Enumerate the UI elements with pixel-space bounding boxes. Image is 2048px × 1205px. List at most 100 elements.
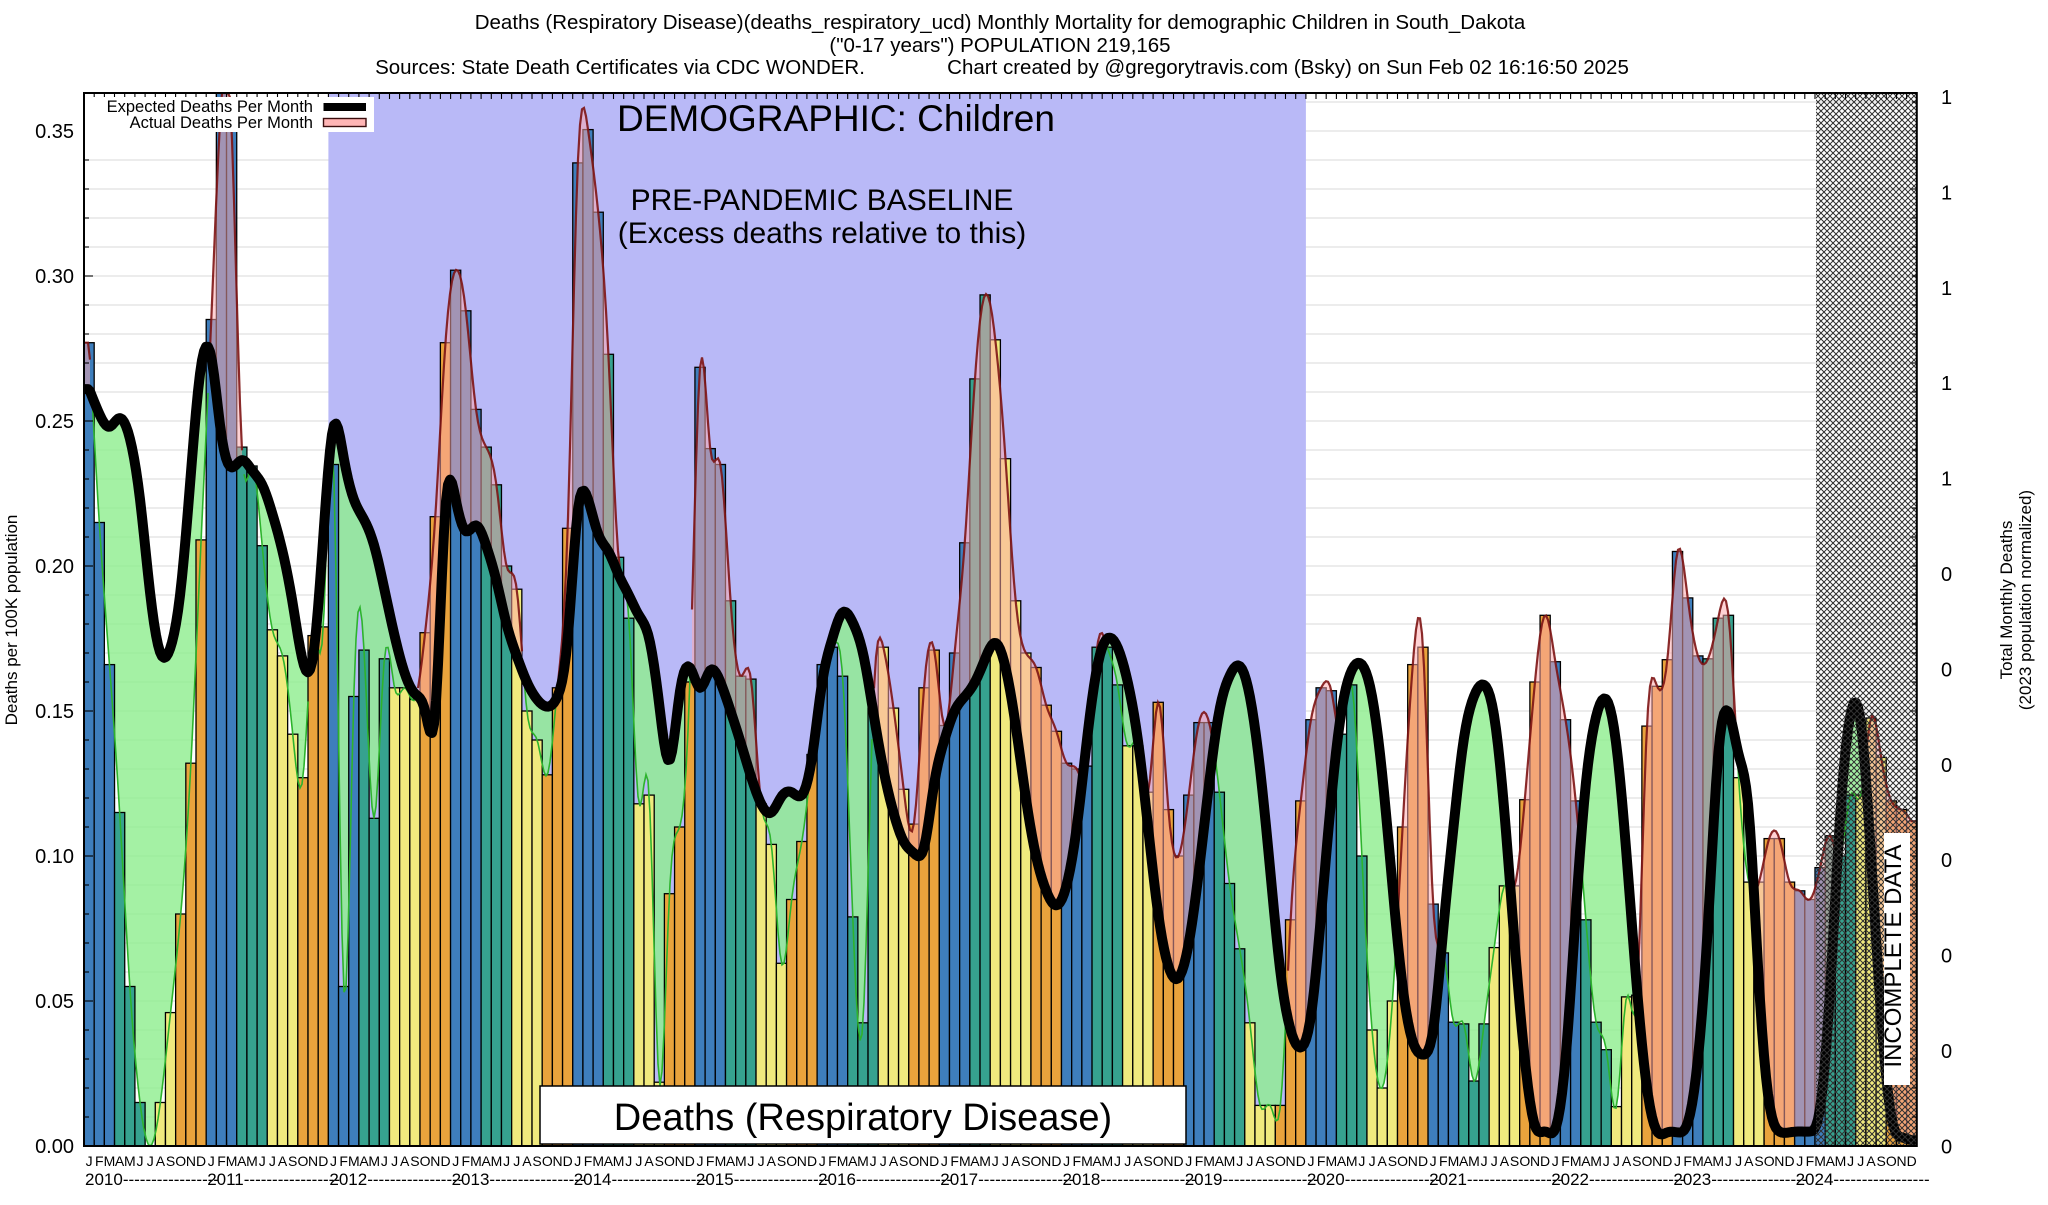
svg-text:A: A (970, 1153, 980, 1169)
svg-text:J: J (1369, 1153, 1376, 1169)
svg-text:M: M (1835, 1153, 1847, 1169)
svg-text:N: N (552, 1153, 562, 1169)
svg-text:J: J (1613, 1153, 1620, 1169)
svg-text:O: O (420, 1153, 431, 1169)
svg-text:J: J (1246, 1153, 1253, 1169)
svg-text:M: M (1712, 1153, 1724, 1169)
svg-text:J: J (635, 1153, 642, 1169)
svg-text:M: M (1101, 1153, 1113, 1169)
svg-text:M: M (857, 1153, 869, 1169)
svg-text:F: F (828, 1153, 837, 1169)
svg-text:M: M (470, 1153, 482, 1169)
svg-text:A: A (1744, 1153, 1754, 1169)
svg-text:A: A (1133, 1153, 1143, 1169)
svg-text:N: N (675, 1153, 685, 1169)
svg-text:0.30: 0.30 (35, 266, 74, 288)
svg-text:2023-----------------: 2023----------------- (1673, 1170, 1807, 1189)
svg-text:0.25: 0.25 (35, 411, 74, 433)
svg-text:A: A (278, 1153, 288, 1169)
svg-text:J: J (1063, 1153, 1070, 1169)
svg-text:J: J (391, 1153, 398, 1169)
svg-text:A: A (1500, 1153, 1510, 1169)
svg-text:A: A (156, 1153, 166, 1169)
svg-text:A: A (237, 1153, 247, 1169)
svg-text:2017-----------------: 2017----------------- (940, 1170, 1074, 1189)
svg-text:F: F (1561, 1153, 1570, 1169)
svg-text:J: J (870, 1153, 877, 1169)
svg-text:D: D (1174, 1153, 1184, 1169)
svg-text:M: M (104, 1153, 116, 1169)
svg-text:D: D (196, 1153, 206, 1169)
svg-text:A: A (1826, 1153, 1836, 1169)
svg-text:S: S (1632, 1153, 1641, 1169)
svg-text:M: M (1814, 1153, 1826, 1169)
svg-text:D: D (1418, 1153, 1428, 1169)
svg-text:1: 1 (1941, 373, 1952, 395)
svg-text:J: J (1430, 1153, 1437, 1169)
svg-text:2022-----------------: 2022----------------- (1551, 1170, 1685, 1189)
svg-text:1: 1 (1941, 469, 1952, 491)
svg-text:A: A (1011, 1153, 1021, 1169)
svg-text:O: O (664, 1153, 675, 1169)
svg-text:J: J (1002, 1153, 1009, 1169)
svg-text:S: S (288, 1153, 297, 1169)
svg-text:O: O (1764, 1153, 1775, 1169)
svg-text:A: A (848, 1153, 858, 1169)
svg-text:N: N (308, 1153, 318, 1169)
svg-text:J: J (259, 1153, 266, 1169)
svg-text:J: J (1735, 1153, 1742, 1169)
svg-text:A: A (1703, 1153, 1713, 1169)
svg-text:S: S (166, 1153, 175, 1169)
svg-text:DEMOGRAPHIC: Children: DEMOGRAPHIC: Children (617, 98, 1055, 139)
svg-text:A: A (1459, 1153, 1469, 1169)
svg-text:M: M (613, 1153, 625, 1169)
svg-text:Sources: State Death Certifica: Sources: State Death Certificates via CD… (375, 56, 865, 79)
svg-text:2024-----------------: 2024----------------- (1796, 1170, 1930, 1189)
svg-text:M: M (1346, 1153, 1358, 1169)
svg-text:J: J (1796, 1153, 1803, 1169)
svg-text:J: J (1674, 1153, 1681, 1169)
svg-text:O: O (175, 1153, 186, 1169)
svg-text:M: M (735, 1153, 747, 1169)
svg-text:S: S (1510, 1153, 1519, 1169)
svg-text:0.05: 0.05 (35, 991, 74, 1013)
svg-text:M: M (715, 1153, 727, 1169)
svg-text:0.10: 0.10 (35, 846, 74, 868)
svg-text:N: N (1163, 1153, 1173, 1169)
svg-text:M: M (348, 1153, 360, 1169)
svg-text:0: 0 (1941, 1136, 1952, 1158)
svg-text:(2023 population normalized): (2023 population normalized) (2016, 490, 2035, 710)
svg-text:M: M (959, 1153, 971, 1169)
svg-text:J: J (1725, 1153, 1732, 1169)
svg-text:O: O (1642, 1153, 1653, 1169)
svg-text:(Excess deaths relative to thi: (Excess deaths relative to this) (618, 217, 1027, 250)
svg-text:PRE-PANDEMIC BASELINE: PRE-PANDEMIC BASELINE (631, 184, 1014, 217)
svg-text:Actual Deaths Per Month: Actual Deaths Per Month (130, 114, 313, 132)
svg-text:J: J (1491, 1153, 1498, 1169)
svg-text:A: A (889, 1153, 899, 1169)
svg-text:M: M (837, 1153, 849, 1169)
svg-text:J: J (1124, 1153, 1131, 1169)
svg-text:D: D (1540, 1153, 1550, 1169)
svg-text:M: M (1448, 1153, 1460, 1169)
svg-text:S: S (1388, 1153, 1397, 1169)
svg-text:0: 0 (1941, 659, 1952, 681)
svg-text:O: O (1886, 1153, 1897, 1169)
svg-text:M: M (1224, 1153, 1236, 1169)
svg-text:2019-----------------: 2019----------------- (1185, 1170, 1319, 1189)
svg-text:J: J (208, 1153, 215, 1169)
svg-text:J: J (269, 1153, 276, 1169)
svg-text:2013-----------------: 2013----------------- (452, 1170, 586, 1189)
svg-text:J: J (747, 1153, 754, 1169)
svg-text:J: J (513, 1153, 520, 1169)
svg-text:Deaths (Respiratory Disease)(d: Deaths (Respiratory Disease)(deaths_resp… (475, 11, 1526, 34)
svg-text:2020-----------------: 2020----------------- (1307, 1170, 1441, 1189)
svg-text:M: M (491, 1153, 503, 1169)
svg-text:N: N (1896, 1153, 1906, 1169)
svg-text:O: O (542, 1153, 553, 1169)
svg-text:J: J (574, 1153, 581, 1169)
svg-text:D: D (1296, 1153, 1306, 1169)
svg-text:D: D (1907, 1153, 1917, 1169)
svg-text:0: 0 (1941, 564, 1952, 586)
svg-text:M: M (124, 1153, 136, 1169)
